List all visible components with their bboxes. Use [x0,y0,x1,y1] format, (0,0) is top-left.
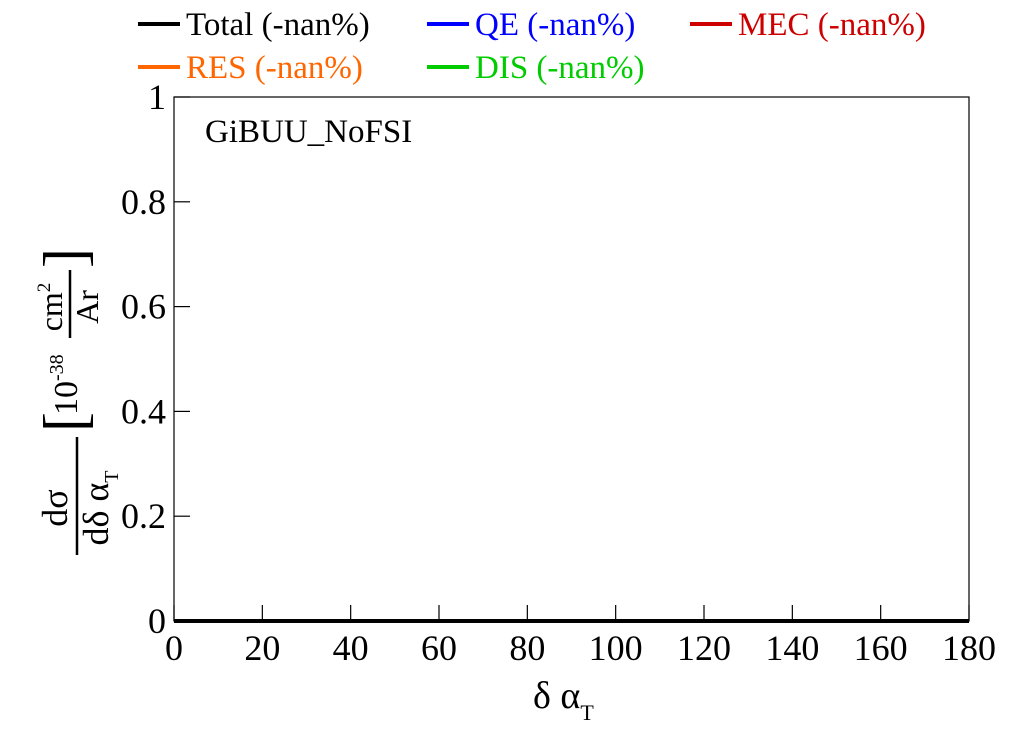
legend-label: MEC (-nan%) [738,7,926,43]
y-title-unit-num: cm [33,292,69,331]
x-tick-label: 100 [589,628,643,668]
legend: Total (-nan%) QE (-nan%) MEC (-nan%) RES (-… [138,7,926,86]
y-title-unit-numerator: cm2 [33,283,69,332]
y-title-unit-denominator: Ar [69,290,105,324]
y-title-unit-base: 10-38 [46,354,85,415]
x-tick-label: 180 [942,628,996,668]
x-tick-label: 120 [677,628,731,668]
y-title-bracket-open: [ [32,412,98,432]
x-axis-title-main: δ α [533,675,580,717]
legend-label: QE (-nan%) [475,7,635,43]
x-tick-label: 140 [765,628,819,668]
y-title-bracket-close: ] [32,248,98,268]
y-title-denominator-main: dδ α [76,483,116,546]
y-title-denominator: dδ αT [76,470,123,545]
y-tick-label: 1 [148,77,166,117]
x-tick-label: 0 [165,628,183,668]
x-tick-label: 160 [854,628,908,668]
y-tick-label: 0.6 [121,287,166,327]
x-axis-title: δ αT [533,675,594,725]
legend-label: Total (-nan%) [186,7,370,43]
legend-label: RES (-nan%) [186,50,363,86]
y-title-numerator: dσ [35,489,75,526]
y-tick-label: 0 [148,601,166,641]
y-title-unit-num-exp: 2 [34,283,55,293]
y-tick-label: 0.4 [121,391,166,431]
y-title-denominator-sub: T [101,470,123,482]
x-tick-label: 60 [421,628,457,668]
plot-frame [173,96,970,622]
x-tick-label: 20 [244,628,280,668]
x-axis-title-sub: T [580,700,594,725]
y-title-unit-base-num: 10 [48,381,85,415]
y-axis-ticks: 0 0.2 0.4 0.6 0.8 1 [121,77,190,641]
x-tick-label: 80 [509,628,545,668]
y-tick-label: 0.8 [121,182,166,222]
legend-label: DIS (-nan%) [475,50,645,86]
x-axis-ticks: 0 20 40 60 80 100 120 140 160 180 [165,605,996,668]
x-tick-label: 40 [333,628,369,668]
plot-annotation: GiBUU_NoFSI [205,114,412,150]
y-tick-label: 0.2 [121,496,166,536]
y-axis-title: dσ dδ αT [ 10-38 cm2 Ar ] [32,248,123,555]
y-title-unit-exp: -38 [46,354,68,381]
